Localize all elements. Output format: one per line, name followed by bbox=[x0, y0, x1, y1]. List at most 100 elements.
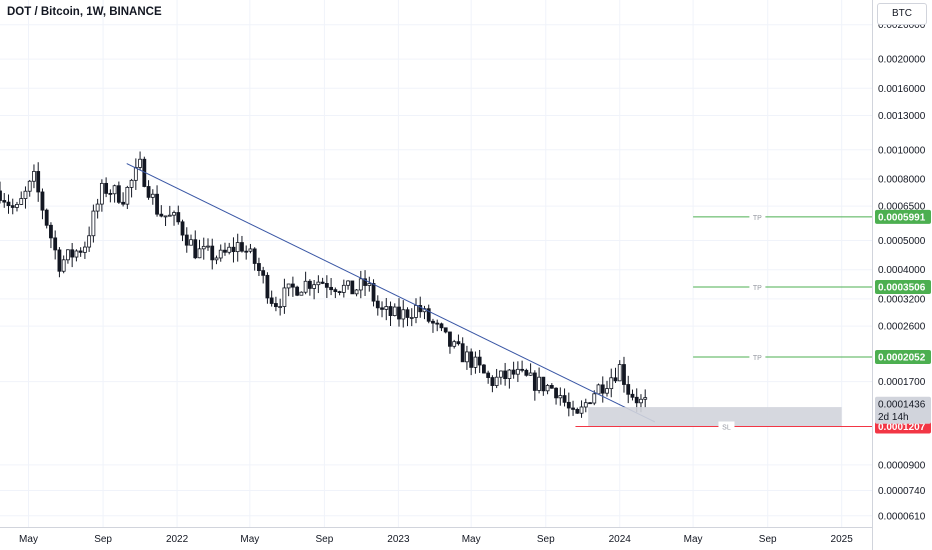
sl-label-bg bbox=[718, 421, 735, 432]
chart-title: DOT / Bitcoin, 1W, BINANCE bbox=[7, 6, 162, 18]
candle-body bbox=[426, 308, 431, 322]
candle-body bbox=[490, 377, 495, 386]
y-tick-label: 0.0013000 bbox=[878, 111, 926, 122]
candle-body bbox=[176, 212, 181, 223]
candle-body bbox=[87, 235, 92, 248]
candle-body bbox=[99, 182, 104, 205]
candle-body bbox=[125, 186, 130, 205]
candle-body bbox=[592, 393, 597, 404]
candle-body bbox=[363, 278, 367, 286]
x-tick-label: Sep bbox=[316, 534, 334, 545]
tp-label-bg bbox=[749, 211, 766, 222]
candle-body bbox=[36, 171, 41, 193]
tp-label: TP bbox=[753, 215, 762, 222]
candle-body bbox=[261, 270, 266, 276]
candle-body bbox=[303, 280, 308, 293]
candle-body bbox=[397, 306, 401, 320]
candle-body bbox=[477, 356, 482, 366]
y-tick-label: 0.0002600 bbox=[878, 322, 926, 333]
x-tick-label: Sep bbox=[94, 534, 112, 545]
candle-body bbox=[558, 395, 563, 399]
support-zone bbox=[588, 407, 842, 427]
candle-body bbox=[562, 395, 567, 403]
candle-body bbox=[498, 370, 503, 378]
candle-body bbox=[380, 307, 384, 310]
candle-body bbox=[609, 377, 614, 390]
candle-body bbox=[460, 343, 465, 363]
y-tick-label: 0.0004000 bbox=[878, 265, 926, 276]
tp-price-badge bbox=[875, 279, 931, 294]
y-tick-label: 0.0001700 bbox=[878, 377, 926, 388]
y-tick-label: 0.0003200 bbox=[878, 294, 926, 305]
candle-body bbox=[405, 309, 410, 318]
candle-body bbox=[104, 182, 109, 194]
currency-selector[interactable]: BTC bbox=[877, 3, 927, 25]
tp-label: TP bbox=[753, 285, 762, 292]
candle-body bbox=[448, 331, 452, 347]
candle-body bbox=[197, 248, 202, 259]
candle-body bbox=[528, 372, 533, 376]
y-tick-label: 0.0005000 bbox=[878, 236, 926, 247]
candle-body bbox=[388, 306, 393, 316]
candle-body bbox=[116, 185, 121, 203]
y-tick-label: 0.0000610 bbox=[878, 511, 926, 522]
tp-price-badge bbox=[875, 350, 931, 365]
y-tick-label: 0.0010000 bbox=[878, 145, 926, 156]
candle-body bbox=[95, 203, 100, 212]
candle-body bbox=[532, 372, 537, 391]
candle-body bbox=[27, 180, 32, 192]
candle-body bbox=[473, 356, 478, 368]
candle-body bbox=[566, 401, 571, 409]
candle-body bbox=[324, 283, 329, 288]
x-tick-label: Sep bbox=[759, 534, 777, 545]
candle-body bbox=[244, 250, 249, 253]
candle-body bbox=[193, 239, 198, 259]
candle-body bbox=[520, 368, 525, 371]
candle-body bbox=[511, 369, 516, 375]
candle-body bbox=[184, 234, 189, 246]
candle-body bbox=[189, 239, 193, 246]
candle-body bbox=[282, 287, 287, 307]
candle-body bbox=[575, 409, 580, 414]
candle-body bbox=[435, 322, 440, 325]
candle-body bbox=[600, 384, 605, 394]
candle-body bbox=[299, 291, 304, 296]
candle-body bbox=[554, 387, 558, 399]
candle-body bbox=[571, 407, 575, 410]
candle-body bbox=[146, 186, 151, 198]
y-tick-label: 0.0000900 bbox=[878, 460, 926, 471]
candle-body bbox=[82, 246, 87, 253]
candle-body bbox=[10, 205, 15, 208]
candle-body bbox=[350, 280, 355, 295]
current-price-text: 0.0001436 bbox=[878, 399, 926, 410]
y-tick-label: 0.0016000 bbox=[878, 84, 926, 95]
candle-body bbox=[53, 237, 58, 251]
candle-body bbox=[159, 213, 164, 217]
candle-body bbox=[32, 171, 36, 182]
candle-body bbox=[223, 249, 227, 253]
candle-body bbox=[443, 327, 448, 333]
candle-body bbox=[108, 192, 113, 195]
candle-body bbox=[257, 263, 261, 272]
candle-body bbox=[545, 385, 550, 392]
candle-body bbox=[384, 306, 389, 310]
x-tick-label: May bbox=[240, 534, 259, 545]
candle-body bbox=[265, 274, 270, 299]
candle-body bbox=[431, 320, 435, 324]
trendline bbox=[126, 163, 656, 423]
candle-body bbox=[341, 284, 346, 293]
candle-body bbox=[316, 281, 321, 286]
x-tick-label: May bbox=[684, 534, 703, 545]
candle-body bbox=[133, 167, 138, 181]
candle-body bbox=[494, 376, 499, 386]
y-tick-label: 0.0020000 bbox=[878, 55, 926, 66]
x-tick-label: May bbox=[462, 534, 481, 545]
countdown-text: 2d 14h bbox=[878, 412, 909, 423]
candle-body bbox=[346, 280, 350, 286]
candle-body bbox=[19, 198, 24, 205]
candle-body bbox=[206, 245, 210, 248]
y-tick-label: 0.0026000 bbox=[878, 20, 926, 31]
candle-body bbox=[40, 191, 45, 211]
candle-body bbox=[290, 283, 295, 288]
